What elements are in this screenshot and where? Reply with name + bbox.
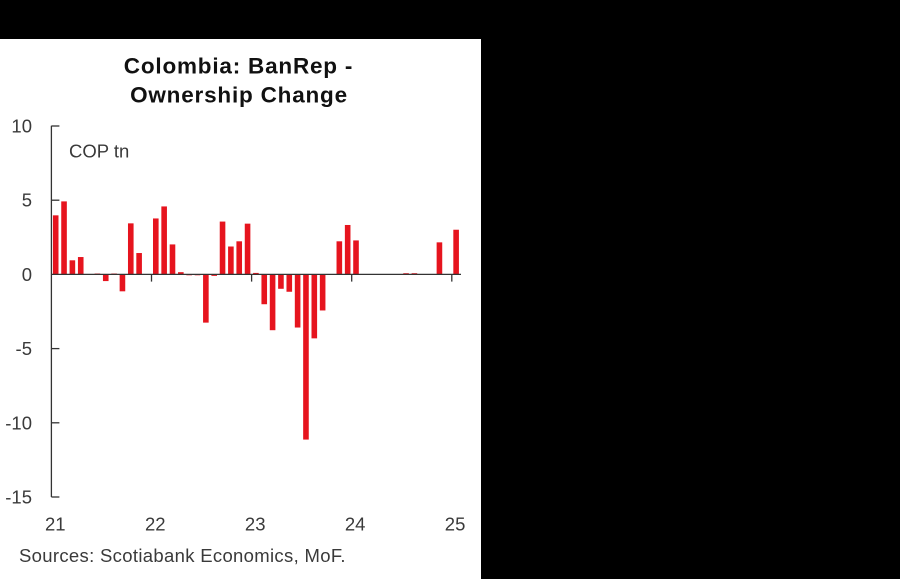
svg-text:0: 0 xyxy=(22,264,32,285)
svg-text:24: 24 xyxy=(345,514,366,535)
svg-text:Ownership Change: Ownership Change xyxy=(130,83,348,108)
svg-text:-10: -10 xyxy=(5,412,32,433)
svg-text:Sources: Scotiabank Economics,: Sources: Scotiabank Economics, MoF. xyxy=(19,545,346,566)
svg-text:-5: -5 xyxy=(16,338,32,359)
svg-text:COP tn: COP tn xyxy=(69,141,129,162)
svg-text:22: 22 xyxy=(145,514,166,535)
svg-text:23: 23 xyxy=(245,514,266,535)
svg-text:10: 10 xyxy=(11,116,32,137)
svg-text:Colombia: BanRep -: Colombia: BanRep - xyxy=(124,54,353,79)
svg-text:25: 25 xyxy=(445,514,466,535)
svg-text:21: 21 xyxy=(45,514,66,535)
svg-text:-15: -15 xyxy=(5,487,32,508)
svg-text:5: 5 xyxy=(22,190,32,211)
